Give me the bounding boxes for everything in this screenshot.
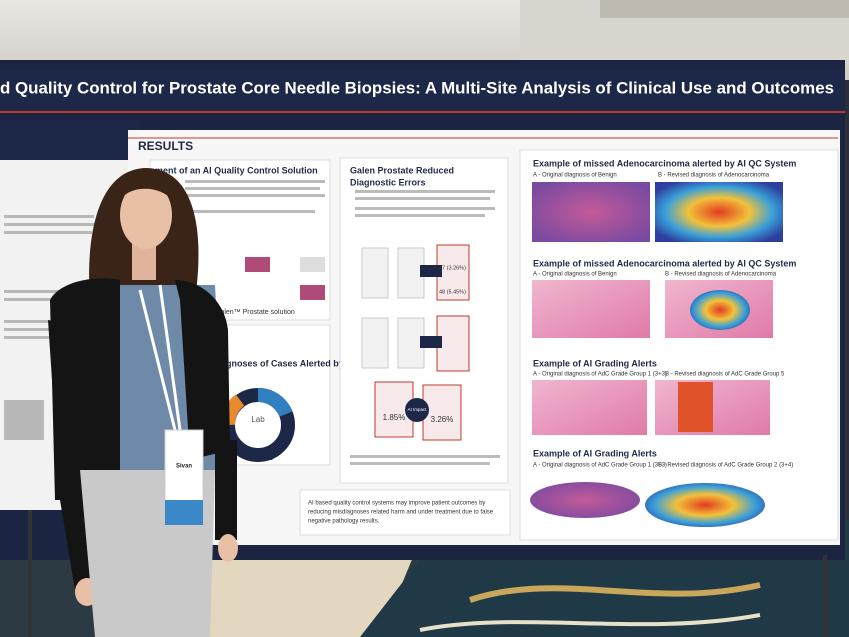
chart-heading: Diagnoses of Cases Alerted by AI	[212, 358, 355, 368]
background-shape	[600, 0, 849, 18]
right-column-shape	[678, 382, 713, 432]
person-shape	[165, 500, 203, 525]
figure-label: Galen™ Prostate solution	[215, 309, 295, 316]
middle-column-shape	[350, 462, 490, 465]
left-text-lines-shape	[4, 223, 96, 226]
person: Sivan	[48, 168, 238, 637]
example-heading: Example of AI Grading Alerts	[533, 448, 657, 458]
poster-shape	[299, 489, 511, 536]
section-heading: Galen Prostate Reduced	[350, 165, 454, 175]
conclusion: negative pathology results.	[308, 519, 380, 525]
right-column-shape	[690, 290, 750, 330]
poster-shape	[0, 70, 845, 112]
middle-column: Galen Prostate Reduced Diagnostic Errors…	[339, 157, 509, 484]
middle-column-shape	[355, 190, 495, 193]
middle-column-shape	[355, 207, 495, 210]
left-column-shape	[257, 387, 293, 418]
left-column-shape	[185, 180, 325, 183]
results-heading: RESULTS	[138, 139, 193, 153]
example-label: A - Original diagnosis of Benign	[533, 272, 617, 278]
left-text-lines-shape	[4, 328, 84, 331]
left-column-shape	[185, 194, 325, 197]
conclusion: AI based quality control systems may imp…	[308, 501, 485, 507]
person-shape	[120, 181, 172, 249]
person-shape	[175, 280, 230, 460]
example-label: A - Original diagnosis of AdC Grade Grou…	[533, 372, 667, 378]
example-label: B - Revised diagnosis of Adenocarcinoma	[665, 272, 777, 278]
middle-column-shape	[405, 398, 429, 422]
count: 48 (5.45%)	[439, 289, 466, 295]
right-column-shape	[655, 182, 783, 242]
background-shape	[180, 540, 420, 637]
left-text-lines-shape	[4, 290, 94, 293]
left-text-lines-shape	[4, 298, 90, 301]
middle-column-shape	[350, 455, 500, 458]
badge-name: Sivan	[176, 464, 192, 470]
section-heading: ment of an AI Quality Control Solution	[155, 165, 318, 175]
donut-center: Lab	[251, 415, 265, 424]
left-column-shape	[245, 257, 270, 272]
conclusion: reducing misdiagnoses related harm and u…	[308, 510, 494, 516]
middle-column-shape	[436, 315, 470, 372]
example-label: B - Revised diagnosis of AdC Grade Group…	[665, 372, 785, 378]
example-heading: Example of AI Grading Alerts	[533, 358, 657, 368]
example-heading: Example of missed Adenocarcinoma alerted…	[533, 258, 796, 268]
person-shape	[120, 179, 172, 200]
impact-label: AI Impact	[407, 407, 427, 412]
section-heading: Diagnostic Errors	[350, 177, 426, 187]
left-column-shape	[185, 187, 320, 190]
background-shape	[469, 582, 761, 603]
middle-column-shape	[436, 244, 470, 301]
person-shape	[138, 289, 177, 431]
impact-value: 1.85%	[383, 413, 406, 422]
left-text-lines-shape	[4, 231, 92, 234]
poster-title: d Quality Control for Prostate Core Need…	[0, 78, 834, 97]
middle-column-shape	[420, 265, 442, 277]
donut-value: 72%	[257, 453, 273, 462]
middle-column-shape	[420, 336, 442, 348]
left-column-shape	[185, 210, 315, 213]
middle-column-shape	[361, 247, 389, 299]
person-shape	[215, 440, 237, 540]
middle-column-shape	[355, 214, 485, 217]
left-text-lines-shape	[4, 215, 94, 218]
left-column-shape	[300, 285, 325, 300]
right-column-shape	[532, 182, 650, 242]
right-column-shape	[645, 483, 765, 527]
middle-column-shape	[397, 247, 425, 299]
right-column-shape	[530, 482, 640, 518]
count: 77 (3.26%)	[439, 265, 466, 271]
right-column: Example of missed Adenocarcinoma alerted…	[519, 149, 839, 541]
example-label: B - Revised diagnosis of AdC Grade Group…	[658, 463, 793, 469]
example-heading: Example of missed Adenocarcinoma alerted…	[533, 158, 796, 168]
middle-column-shape	[355, 197, 490, 200]
poster-shape	[0, 120, 140, 160]
right-column-shape	[532, 280, 650, 338]
example-label: A - Original diagnosis of Benign	[533, 173, 617, 179]
example-label: B - Revised diagnosis of Adenocarcinoma	[658, 173, 770, 179]
right-column-shape	[532, 380, 647, 435]
background-shape	[419, 613, 761, 632]
left-column-shape	[300, 257, 325, 272]
middle-column-shape	[422, 384, 462, 441]
person-shape	[218, 534, 238, 562]
person-shape	[158, 284, 182, 431]
example-label: A - Original diagnosis of AdC Grade Grou…	[533, 463, 667, 469]
left-text-lines-shape	[4, 400, 44, 440]
left-text-lines-shape	[4, 336, 94, 339]
middle-column-shape	[361, 317, 389, 369]
impact-value: 3.26%	[431, 415, 454, 424]
